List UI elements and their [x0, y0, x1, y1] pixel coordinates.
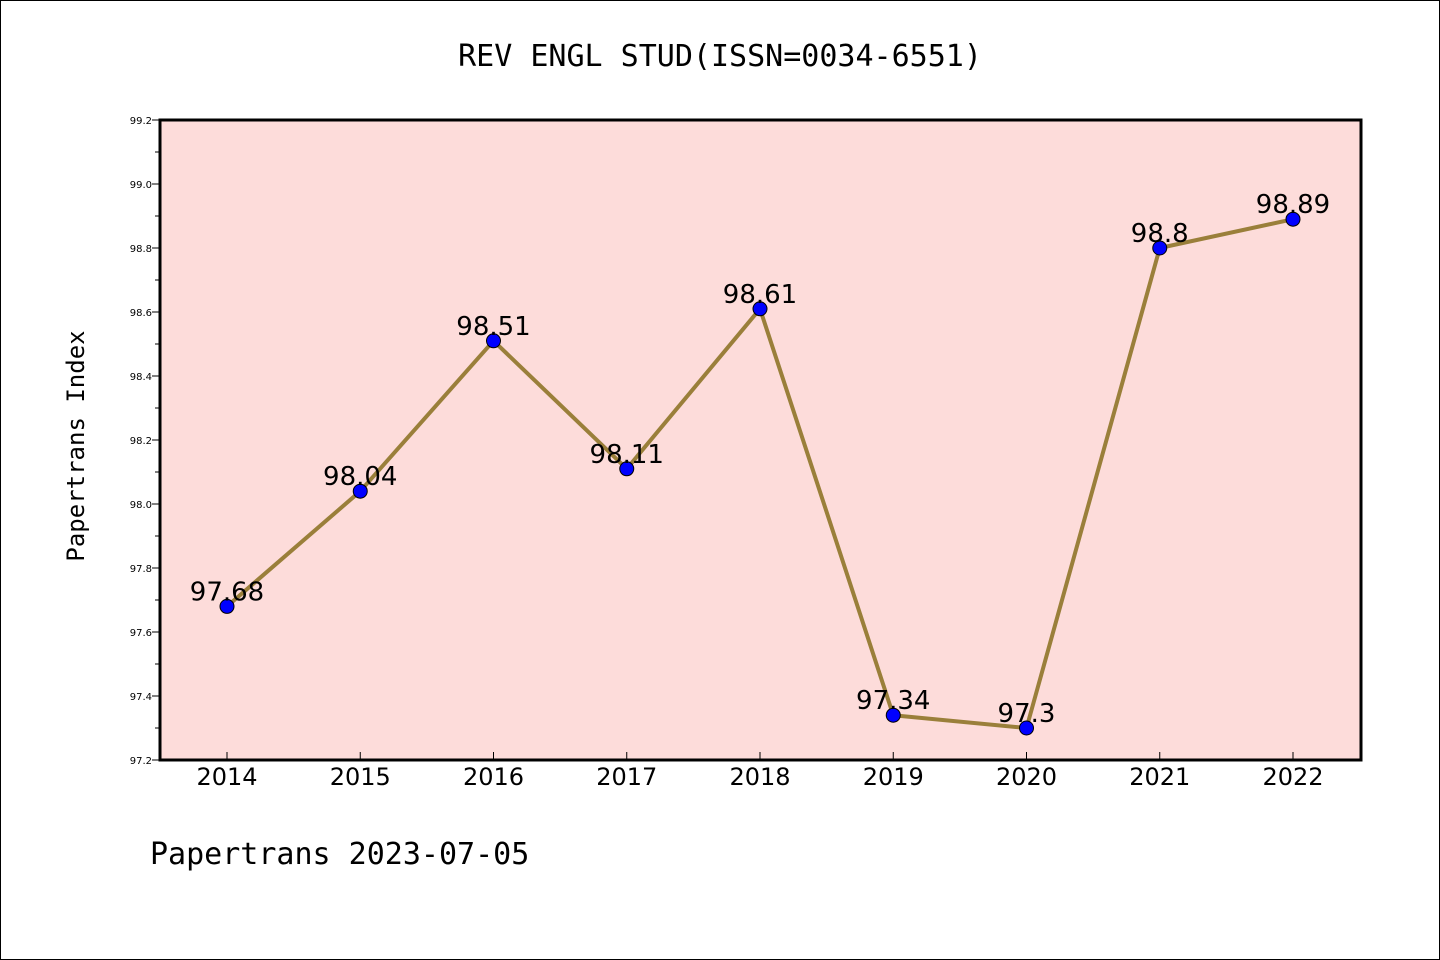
- y-axis-label: Papertrans Index: [62, 330, 90, 561]
- x-tick-label: 2022: [1262, 763, 1323, 791]
- data-label: 98.61: [723, 280, 797, 310]
- data-label: 97.34: [856, 686, 930, 716]
- footer-note: Papertrans 2023-07-05: [150, 837, 529, 872]
- chart-title: REV ENGL STUD(ISSN=0034-6551): [458, 39, 982, 74]
- data-point: [1285, 211, 1301, 227]
- data-point: [219, 598, 235, 614]
- x-tick-label: 2020: [996, 763, 1057, 791]
- y-tick-label: 97.8: [130, 564, 152, 575]
- data-label: 97.3: [998, 699, 1056, 729]
- y-tick-label: 97.6: [130, 628, 152, 639]
- data-point: [352, 483, 368, 499]
- y-tick-label: 97.4: [130, 692, 152, 703]
- plot-border: [158, 118, 1363, 762]
- y-tick-label: 97.2: [130, 756, 152, 767]
- x-axis: 2014 2015 2016 2017 2018 2019 2020 2021 2022: [196, 752, 1324, 791]
- y-tick-label: 98.4: [130, 372, 152, 383]
- data-label: 98.04: [323, 462, 397, 492]
- y-tick-label: 98.0: [130, 500, 152, 511]
- data-point: [1019, 720, 1034, 736]
- data-label: 98.89: [1256, 190, 1330, 220]
- data-point: [619, 461, 635, 477]
- data-label: 98.8: [1131, 219, 1189, 249]
- x-tick-label: 2014: [196, 763, 257, 791]
- data-label: 97.68: [190, 577, 264, 607]
- plot-area: [160, 120, 1361, 760]
- x-tick-label: 2021: [1129, 763, 1190, 791]
- x-tick-label: 2016: [463, 763, 524, 791]
- data-point: [752, 301, 768, 317]
- y-tick-label: 98.6: [130, 308, 152, 319]
- x-tick-label: 2019: [863, 763, 924, 791]
- data-label: 98.11: [590, 440, 664, 470]
- y-axis: 97.2 97.4 97.6 97.8 98.0 98.2 98.4 98.6 98.8 99.0…: [130, 116, 160, 767]
- data-point: [885, 707, 901, 723]
- x-tick-label: 2018: [729, 763, 790, 791]
- y-tick-label: 99.0: [130, 180, 152, 191]
- y-tick-label: 98.8: [130, 244, 152, 255]
- x-tick-label: 2017: [596, 763, 657, 791]
- data-point: [1152, 240, 1168, 256]
- y-tick-label: 98.2: [130, 436, 152, 447]
- data-point: [486, 333, 501, 349]
- x-tick-label: 2015: [330, 763, 391, 791]
- y-tick-label: 99.2: [130, 116, 152, 127]
- data-label: 98.51: [456, 312, 530, 342]
- series-group: 97.68 98.04 98.51 98.11 98.61 97.34 97.3 98.8 98…: [190, 190, 1330, 736]
